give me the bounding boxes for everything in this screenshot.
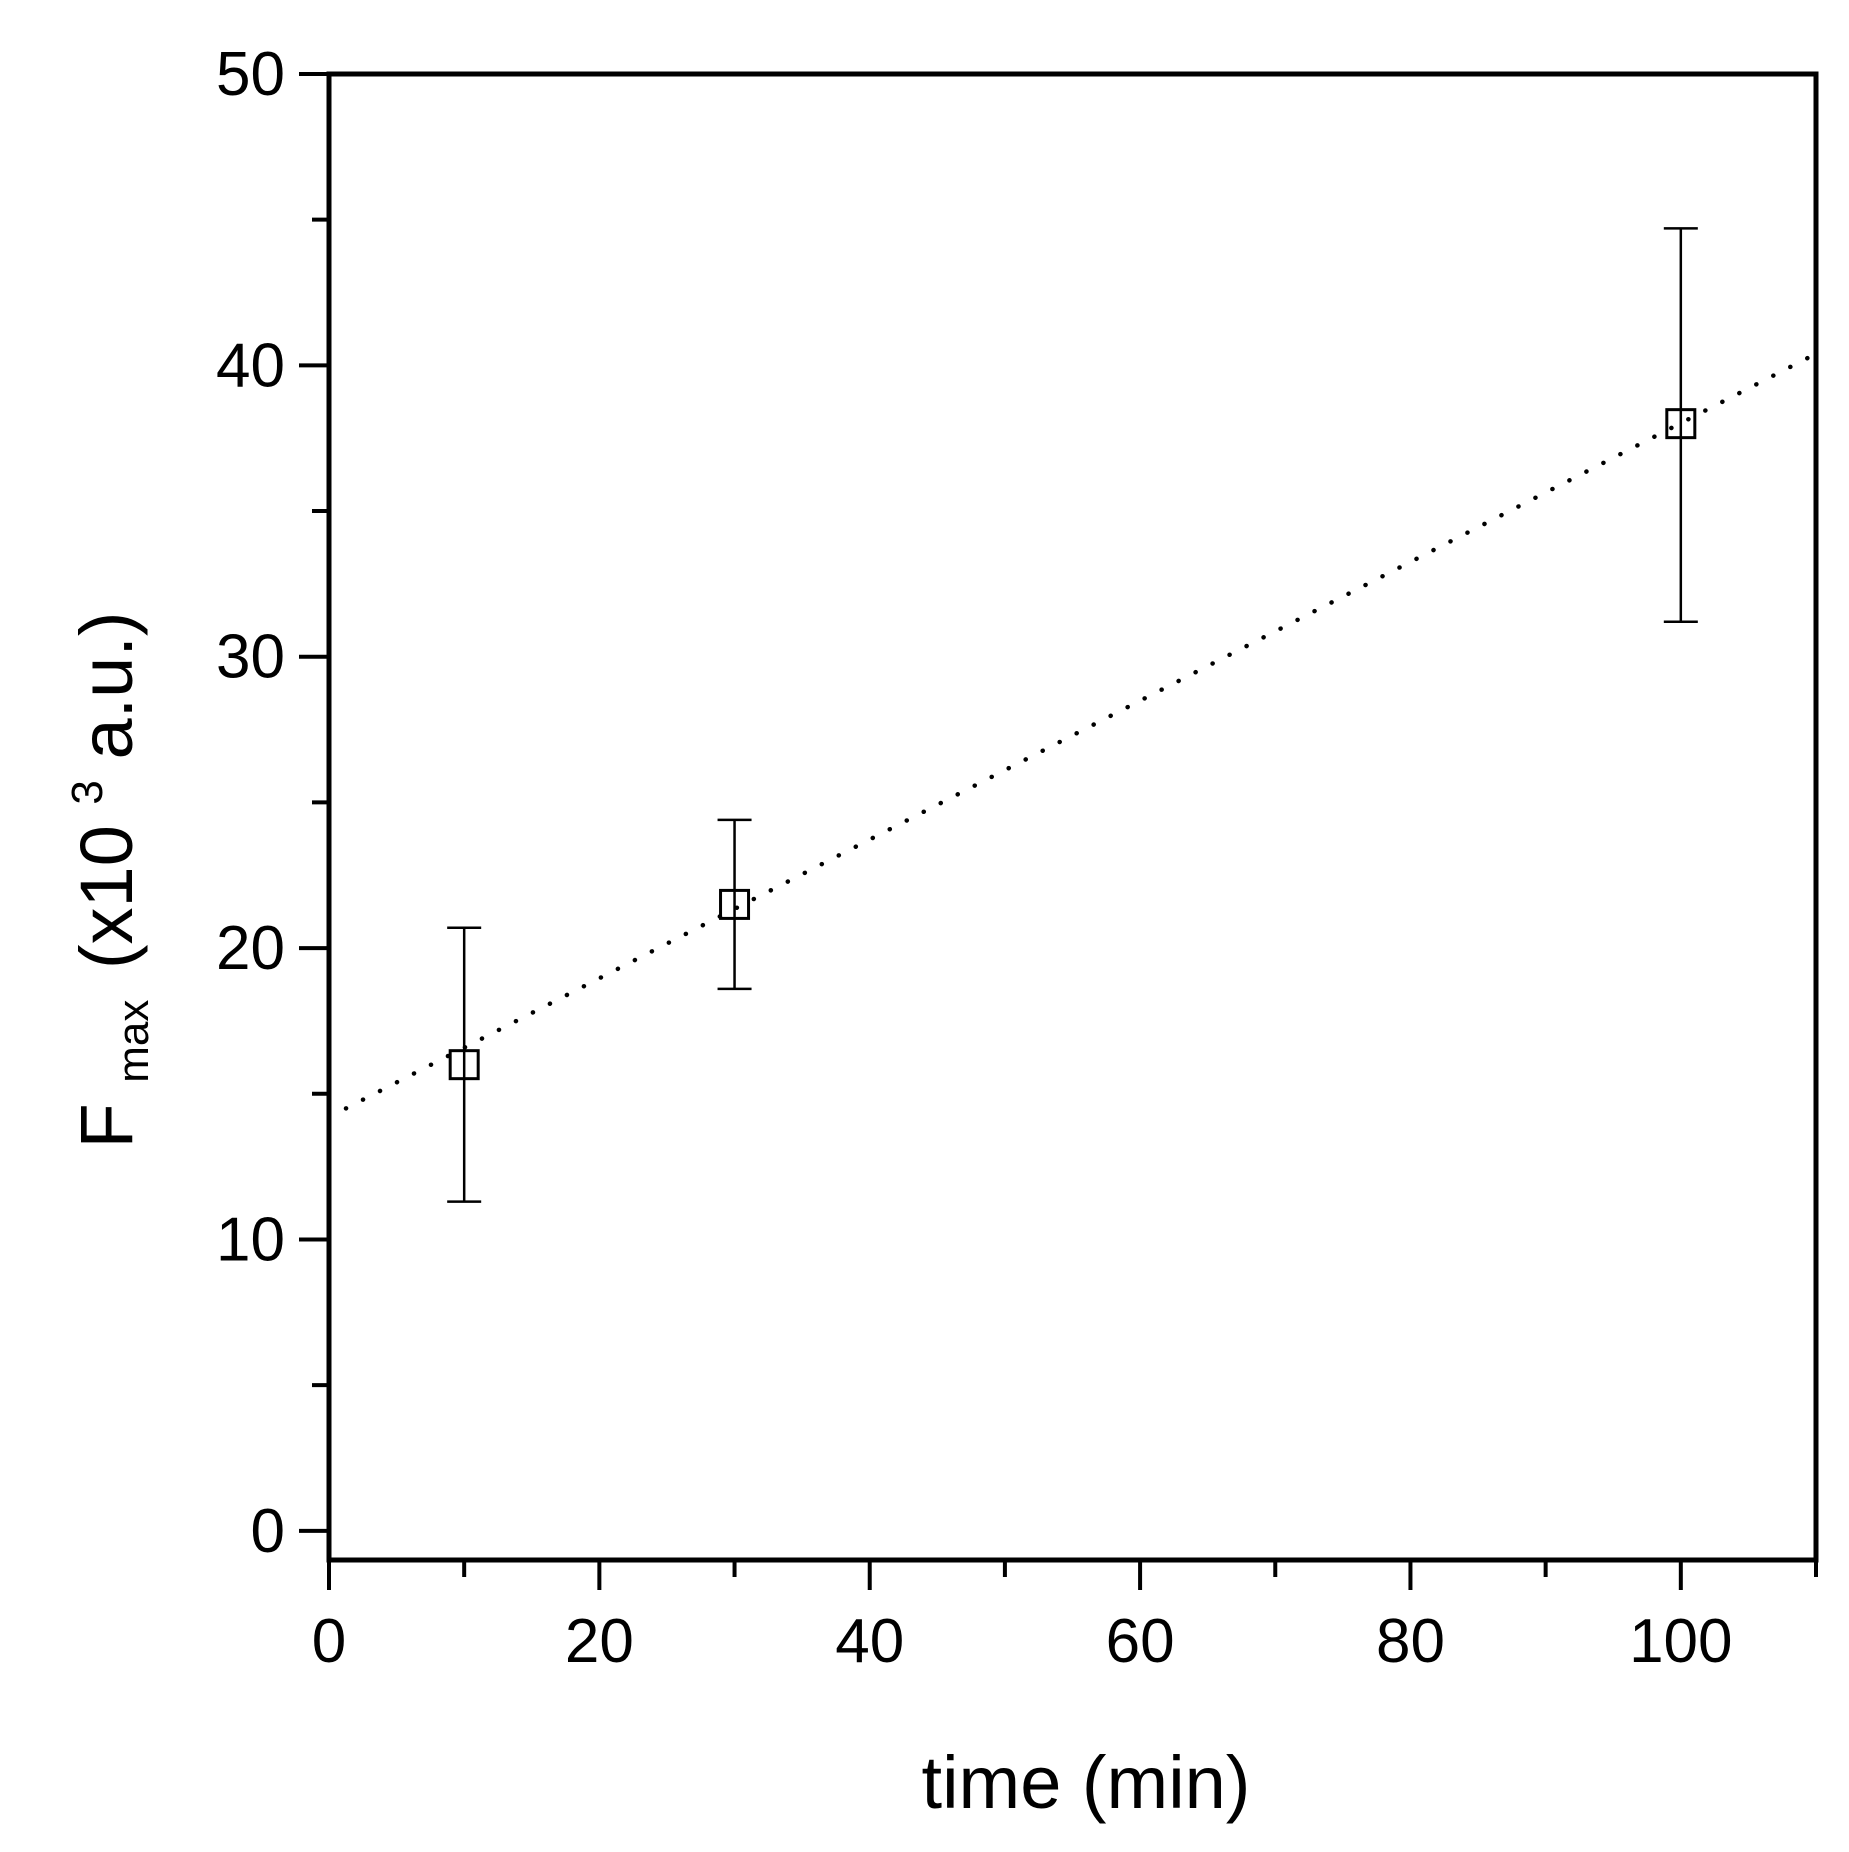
y-tick-label: 10: [216, 1205, 285, 1274]
y-axis-label-superscript: 3: [63, 780, 112, 804]
fit-line: [326, 351, 1819, 1120]
x-tick-label: 20: [565, 1607, 634, 1676]
y-tick-label: 0: [251, 1497, 285, 1566]
x-tick-label: 40: [835, 1607, 904, 1676]
y-axis-label-main: F: [65, 1103, 148, 1148]
y-axis-label-unit-prefix: (x10: [65, 825, 148, 969]
x-tick-label: 100: [1629, 1607, 1732, 1676]
y-tick-label: 30: [216, 623, 285, 692]
square-marker: [1665, 408, 1697, 440]
axes: 0 20 40 60 80 100 0 10 20 30 40 50: [216, 40, 1819, 1676]
x-tick-label: 80: [1376, 1607, 1445, 1676]
fit-line-group: [326, 351, 1819, 1120]
data-point: [1663, 227, 1698, 624]
y-axis-label-subscript: max: [109, 1000, 158, 1083]
plot-frame: [326, 71, 1819, 1563]
x-tick-label: 60: [1106, 1607, 1175, 1676]
y-tick-label: 40: [216, 331, 285, 400]
data-point: [447, 926, 482, 1203]
x-axis-label: time (min): [922, 1741, 1251, 1824]
y-tick-label: 20: [216, 914, 285, 983]
square-marker: [448, 1049, 480, 1081]
data-point: [717, 818, 752, 991]
y-axis-label: F max (x10 3 a.u.): [35, 611, 164, 1148]
y-axis-label-unit-suffix: a.u.): [65, 611, 148, 759]
square-marker: [719, 888, 751, 920]
data-points: [447, 227, 1698, 1203]
x-tick-label: 0: [312, 1607, 346, 1676]
axis-labels: time (min) F max (x10 3 a.u.): [35, 611, 1251, 1824]
y-tick-label: 50: [216, 40, 285, 109]
